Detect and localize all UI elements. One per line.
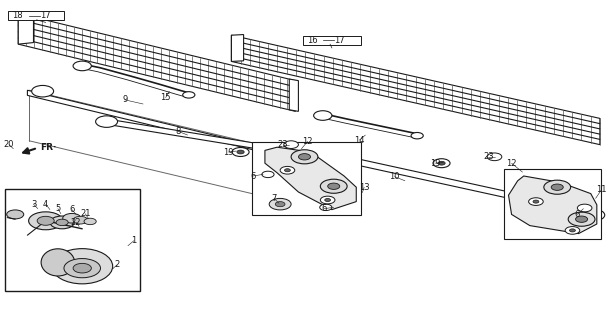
Polygon shape — [304, 147, 600, 218]
Text: FR·: FR· — [40, 143, 57, 152]
Polygon shape — [18, 12, 33, 44]
Text: 19: 19 — [223, 148, 234, 156]
Circle shape — [529, 198, 543, 205]
Circle shape — [314, 111, 332, 120]
Text: 4: 4 — [43, 200, 48, 209]
Circle shape — [544, 180, 571, 194]
Polygon shape — [265, 147, 356, 210]
Circle shape — [568, 212, 595, 226]
Text: 20: 20 — [4, 140, 15, 149]
Circle shape — [487, 153, 502, 161]
Circle shape — [284, 141, 298, 148]
Text: 6: 6 — [250, 172, 255, 180]
FancyBboxPatch shape — [8, 11, 64, 20]
Circle shape — [433, 159, 450, 168]
Text: 6: 6 — [69, 205, 74, 214]
Polygon shape — [231, 35, 244, 61]
Circle shape — [272, 145, 294, 156]
Text: 3: 3 — [31, 200, 36, 209]
Text: 23: 23 — [278, 140, 289, 149]
Circle shape — [320, 179, 347, 193]
Polygon shape — [231, 35, 600, 145]
Text: 17: 17 — [40, 11, 51, 20]
Text: 1: 1 — [132, 236, 136, 245]
Circle shape — [284, 169, 290, 172]
Text: 12: 12 — [506, 159, 517, 168]
Circle shape — [183, 92, 195, 98]
Polygon shape — [18, 13, 295, 111]
Circle shape — [328, 183, 340, 189]
Circle shape — [237, 150, 244, 154]
Circle shape — [32, 85, 54, 97]
Text: 22: 22 — [71, 218, 82, 227]
FancyBboxPatch shape — [504, 169, 601, 239]
Text: 11: 11 — [596, 185, 607, 194]
Text: 15: 15 — [160, 93, 171, 102]
Text: 8: 8 — [175, 127, 180, 136]
Circle shape — [269, 198, 291, 210]
Circle shape — [73, 61, 91, 71]
Text: 23: 23 — [483, 152, 494, 161]
Ellipse shape — [52, 249, 113, 284]
Circle shape — [411, 132, 423, 139]
Circle shape — [29, 212, 63, 230]
Text: 16: 16 — [307, 36, 318, 44]
Text: 2: 2 — [114, 260, 119, 269]
Circle shape — [325, 198, 331, 202]
Text: 9: 9 — [122, 95, 127, 104]
Circle shape — [56, 219, 68, 226]
Text: 18: 18 — [12, 11, 23, 20]
Text: 10: 10 — [389, 172, 400, 181]
Circle shape — [291, 150, 318, 164]
Circle shape — [565, 227, 580, 234]
FancyBboxPatch shape — [252, 142, 361, 215]
Circle shape — [438, 161, 445, 165]
Text: 13: 13 — [359, 183, 370, 192]
Circle shape — [63, 213, 81, 223]
Circle shape — [262, 171, 274, 178]
Ellipse shape — [41, 249, 75, 276]
Text: 21: 21 — [80, 209, 91, 218]
Circle shape — [577, 204, 592, 212]
Circle shape — [73, 263, 91, 273]
Circle shape — [298, 154, 311, 160]
Circle shape — [37, 216, 54, 225]
Circle shape — [50, 216, 74, 229]
Polygon shape — [27, 90, 317, 165]
Circle shape — [73, 216, 88, 224]
Text: 6: 6 — [575, 210, 580, 219]
Circle shape — [533, 200, 539, 203]
Text: 12: 12 — [302, 137, 313, 146]
Polygon shape — [509, 176, 597, 234]
Polygon shape — [105, 119, 284, 153]
Text: 14: 14 — [354, 136, 365, 145]
Circle shape — [280, 166, 295, 174]
Circle shape — [583, 209, 605, 221]
Circle shape — [84, 218, 96, 225]
Circle shape — [7, 210, 24, 219]
Text: 17: 17 — [334, 36, 345, 44]
Circle shape — [306, 145, 328, 156]
Circle shape — [275, 202, 285, 207]
Circle shape — [569, 229, 576, 232]
FancyBboxPatch shape — [5, 189, 140, 291]
Circle shape — [294, 157, 315, 168]
Text: 5: 5 — [55, 204, 60, 213]
Text: 7: 7 — [272, 194, 276, 203]
Text: 19: 19 — [430, 159, 441, 168]
Text: 6: 6 — [322, 204, 326, 213]
Circle shape — [232, 148, 249, 156]
Circle shape — [96, 116, 118, 127]
Polygon shape — [289, 79, 298, 111]
Circle shape — [320, 196, 335, 204]
FancyBboxPatch shape — [303, 36, 361, 45]
Circle shape — [576, 216, 588, 222]
Circle shape — [551, 184, 563, 190]
Circle shape — [64, 259, 100, 278]
Circle shape — [320, 204, 332, 211]
